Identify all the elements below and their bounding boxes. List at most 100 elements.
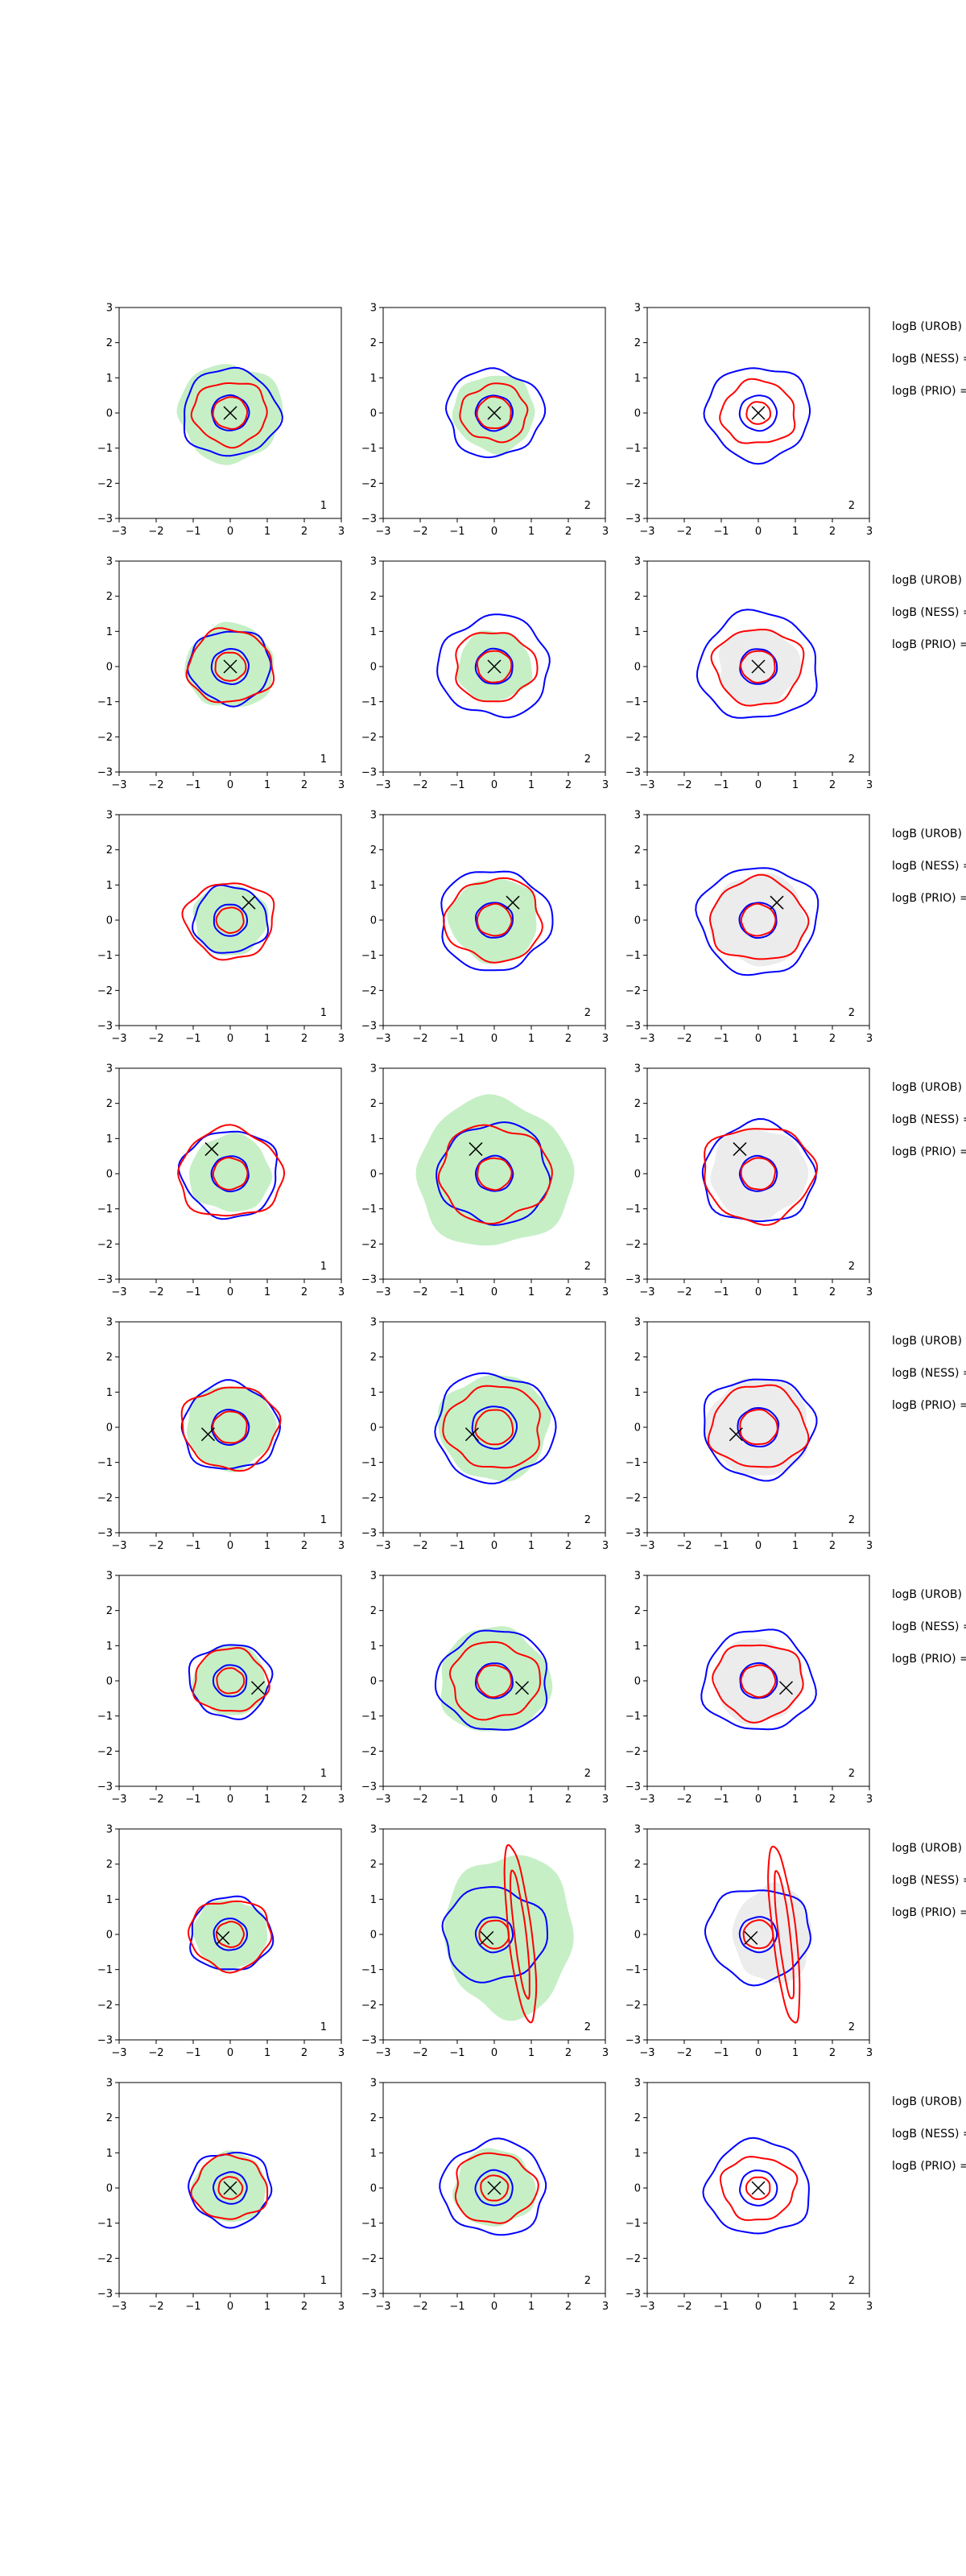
subplot-r6-c1: −3 −2 −1 0 1 2 3 3 2 1 0 −1 −2 −3 1 xyxy=(97,1571,345,1806)
panel-label: 2 xyxy=(584,2275,591,2287)
x-tick-label: 2 xyxy=(829,526,836,538)
outer-contour-red xyxy=(708,873,810,960)
x-tick-label: −2 xyxy=(412,526,427,538)
logB-label: logB (UROB) = xyxy=(892,2095,966,2108)
inner-contour-red xyxy=(476,395,512,429)
y-tick-label: −3 xyxy=(97,514,113,526)
y-tick-label: 3 xyxy=(634,1063,641,1075)
x-tick-label: −1 xyxy=(713,526,729,538)
y-tick-label: 1 xyxy=(634,880,641,892)
subplot-r5-c2: −3 −2 −1 0 1 2 3 3 2 1 0 −1 −2 −3 2 xyxy=(361,1317,609,1553)
x-tick-label: −3 xyxy=(639,2301,654,2313)
outer-contour-red xyxy=(181,882,275,961)
y-tick-label: −1 xyxy=(625,696,641,708)
x-tick-label: 1 xyxy=(264,1286,270,1298)
x-tick-label: 1 xyxy=(528,779,535,791)
density-fill xyxy=(192,1900,268,1972)
inner-contour-red xyxy=(212,396,249,430)
y-tick-label: −3 xyxy=(97,1274,113,1286)
x-tick-label: 0 xyxy=(755,1033,762,1045)
x-tick-label: 3 xyxy=(338,1033,345,1045)
x-tick-label: −2 xyxy=(412,1540,427,1552)
true-value-marker xyxy=(487,659,502,674)
x-tick-label: −2 xyxy=(412,2301,427,2313)
x-tick-label: 3 xyxy=(338,2301,345,2313)
outer-contour-red xyxy=(707,1384,810,1468)
x-tick-label: 2 xyxy=(301,1286,308,1298)
x-tick-label: −1 xyxy=(185,1794,200,1806)
subplot-r8-c1: −3 −2 −1 0 1 2 3 3 2 1 0 −1 −2 −3 1 xyxy=(97,2078,345,2314)
inner-contour-red xyxy=(476,902,513,937)
true-value-marker xyxy=(514,1681,530,1695)
y-tick-label: 2 xyxy=(106,1859,113,1871)
inner-contour-blue xyxy=(213,903,248,937)
outer-contour-red xyxy=(190,2153,269,2220)
y-tick-label: 3 xyxy=(634,2078,641,2090)
y-tick-label: 1 xyxy=(634,1894,641,1906)
y-tick-label: 1 xyxy=(106,2148,113,2160)
x-tick-label: 1 xyxy=(264,2301,270,2313)
y-tick-label: 2 xyxy=(106,1098,113,1110)
subplot-r8-c3: −3 −2 −1 0 1 2 3 3 2 1 0 −1 −2 −3 2 xyxy=(625,2078,873,2314)
y-tick-label: 3 xyxy=(370,1317,377,1329)
inner-contour-red xyxy=(740,650,776,683)
y-tick-label: −3 xyxy=(361,1528,377,1540)
outer-contour-blue xyxy=(703,367,811,465)
y-tick-label: 2 xyxy=(370,844,377,857)
x-tick-label: 1 xyxy=(792,2047,799,2059)
x-tick-label: 2 xyxy=(565,526,572,538)
subplot-r4-c1: −3 −2 −1 0 1 2 3 3 2 1 0 −1 −2 −3 1 xyxy=(97,1063,345,1299)
x-tick-label: −2 xyxy=(148,1286,163,1298)
x-tick-label: −1 xyxy=(449,2301,464,2313)
x-tick-label: 1 xyxy=(792,1794,799,1806)
x-tick-label: 1 xyxy=(528,2301,535,2313)
y-tick-label: 2 xyxy=(370,1859,377,1871)
subplot-r2-c2: −3 −2 −1 0 1 2 3 3 2 1 0 −1 −2 −3 2 xyxy=(361,556,609,792)
y-tick-label: −2 xyxy=(97,478,113,490)
logB-label: logB (UROB) = xyxy=(892,1842,966,1855)
x-tick-label: −1 xyxy=(185,1033,200,1045)
x-tick-label: −2 xyxy=(676,779,691,791)
y-tick-label: 0 xyxy=(634,1169,641,1181)
outer-contour-red xyxy=(719,378,796,444)
x-tick-label: −3 xyxy=(111,1286,126,1298)
x-tick-label: −3 xyxy=(639,1794,654,1806)
true-value-marker xyxy=(778,1681,794,1695)
y-tick-label: −1 xyxy=(625,1711,641,1723)
y-tick-label: 1 xyxy=(634,373,641,385)
y-tick-label: 2 xyxy=(370,2112,377,2124)
outer-contour-blue xyxy=(436,613,551,719)
true-value-marker xyxy=(733,1141,747,1156)
y-tick-label: −3 xyxy=(361,2289,377,2301)
subplot-r4-c2: −3 −2 −1 0 1 2 3 3 2 1 0 −1 −2 −3 2 xyxy=(361,1063,609,1299)
x-tick-label: 3 xyxy=(866,1540,873,1552)
y-tick-label: 3 xyxy=(106,1317,113,1329)
inner-contour-blue xyxy=(213,1918,249,1951)
logB-label: logB (NESS) = xyxy=(892,860,966,873)
y-tick-label: 1 xyxy=(370,1133,377,1146)
panel-label: 2 xyxy=(848,1007,855,1019)
y-tick-label: 3 xyxy=(106,1824,113,1836)
y-tick-label: 1 xyxy=(370,373,377,385)
x-tick-label: 3 xyxy=(602,1033,609,1045)
logB-label: logB (NESS) = xyxy=(892,1367,966,1380)
inner-contour-red xyxy=(212,1410,248,1444)
x-tick-label: −3 xyxy=(639,1033,654,1045)
x-tick-label: 1 xyxy=(528,526,535,538)
x-tick-label: 0 xyxy=(227,779,233,791)
true-value-marker xyxy=(506,895,520,910)
x-tick-label: 2 xyxy=(301,2301,308,2313)
outer-contour-red xyxy=(442,1385,541,1469)
x-tick-label: 0 xyxy=(755,1286,762,1298)
y-tick-label: −2 xyxy=(625,2000,641,2012)
y-tick-label: 2 xyxy=(370,1098,377,1110)
y-tick-label: 2 xyxy=(106,337,113,349)
x-tick-label: −3 xyxy=(111,779,126,791)
outer-contour-red xyxy=(710,628,805,707)
subplot-r6-c2: −3 −2 −1 0 1 2 3 3 2 1 0 −1 −2 −3 2 xyxy=(361,1571,609,1806)
x-tick-label: 3 xyxy=(602,1540,609,1552)
outer-contour-blue xyxy=(188,1644,274,1720)
x-tick-label: −2 xyxy=(676,526,691,538)
x-tick-label: −2 xyxy=(676,1033,691,1045)
inner-contour-red xyxy=(217,2176,244,2200)
